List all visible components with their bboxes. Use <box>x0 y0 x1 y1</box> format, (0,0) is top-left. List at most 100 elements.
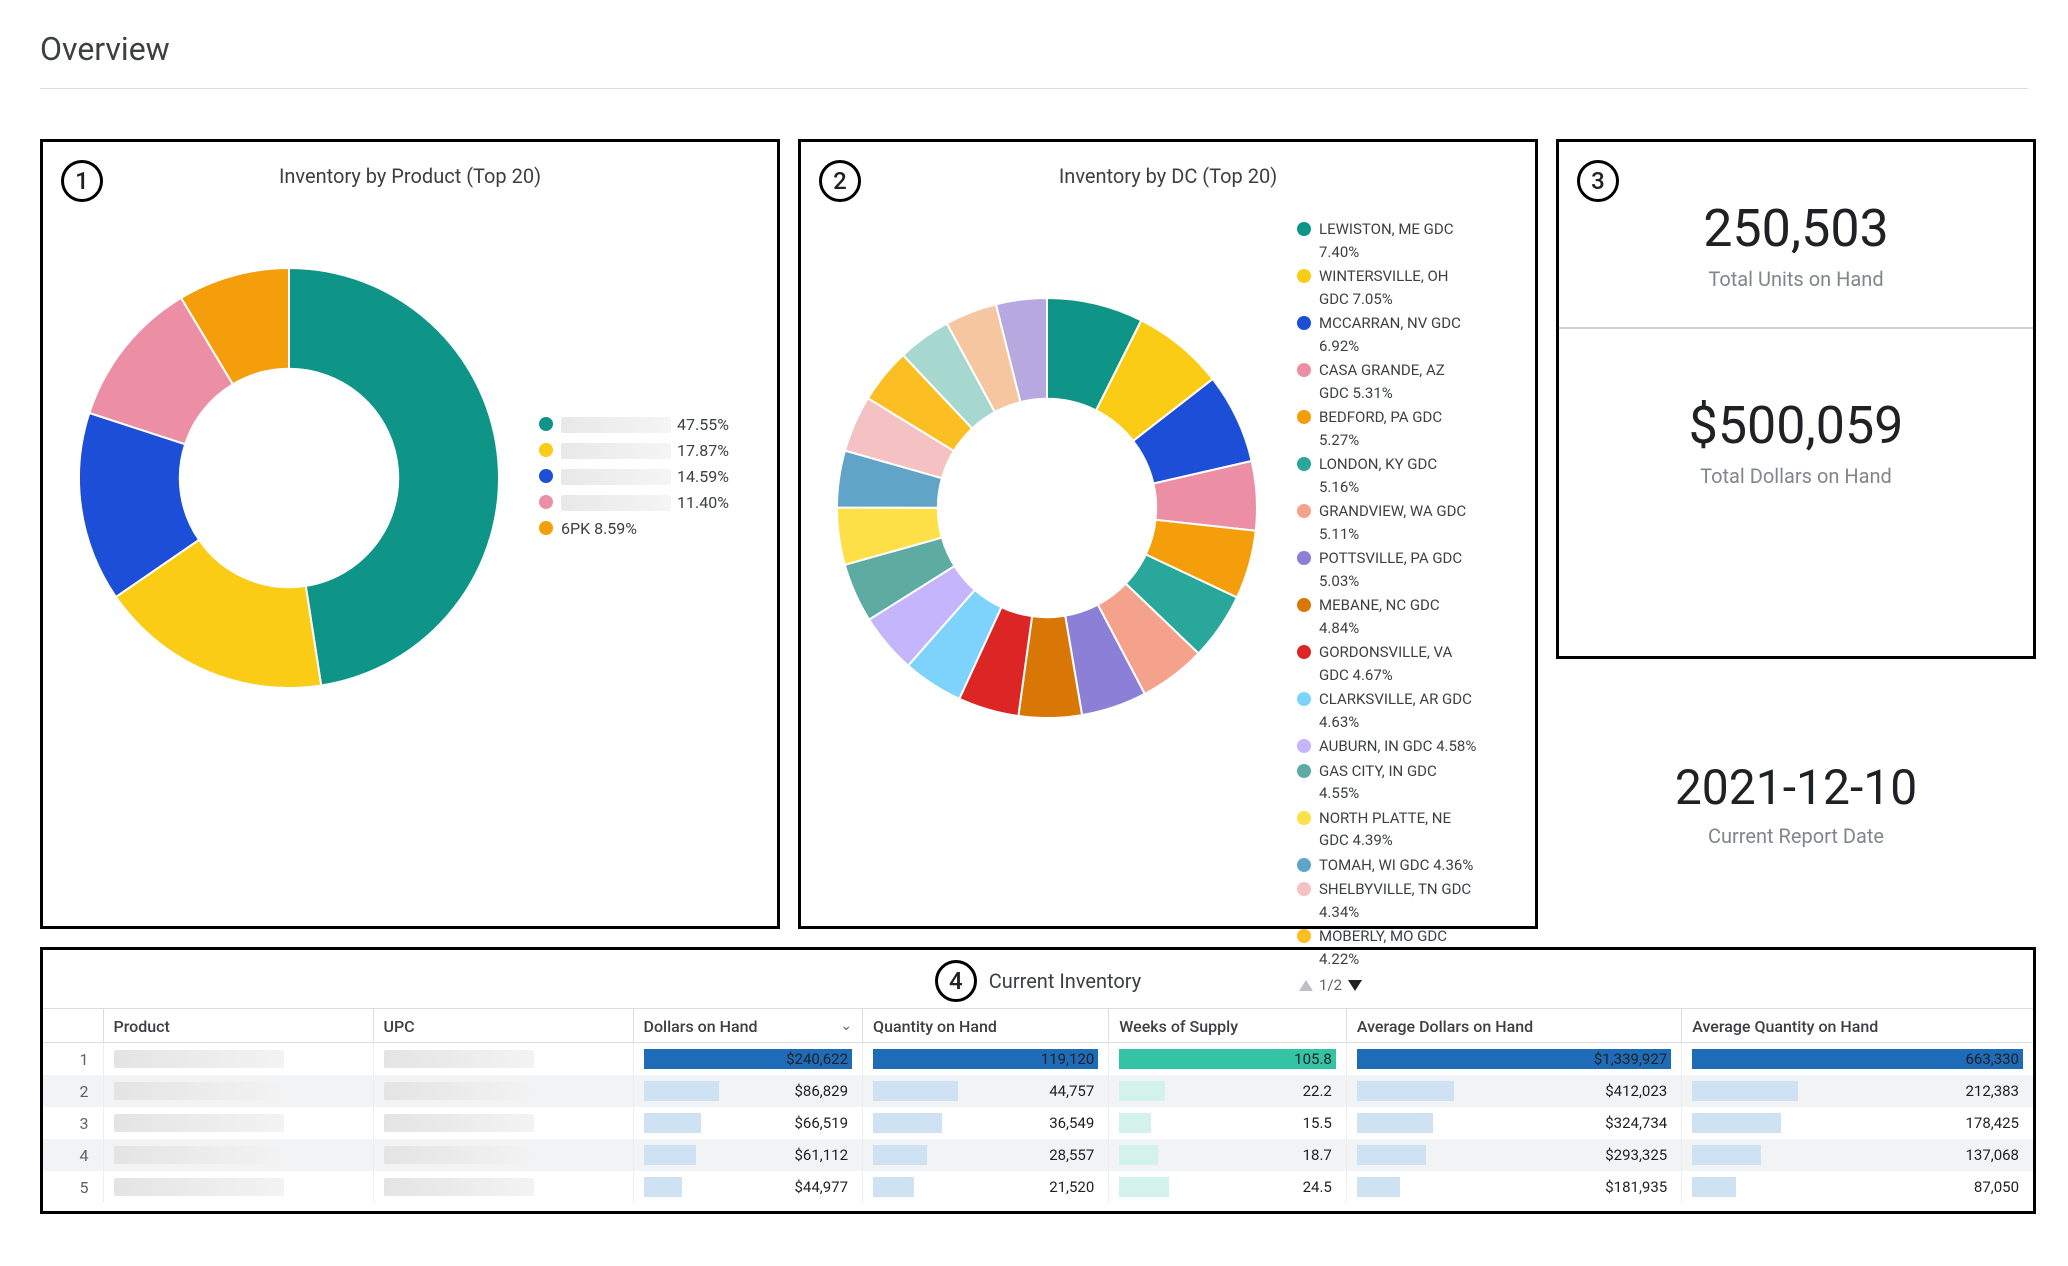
legend-item[interactable]: GORDONSVILLE, VA GDC 4.67% <box>1297 641 1477 686</box>
column-header[interactable]: UPC <box>373 1009 633 1043</box>
table-row[interactable]: 2$86,82944,75722.2$412,023212,383 <box>43 1075 2033 1107</box>
cell-value: 178,425 <box>1692 1114 2023 1132</box>
cell-upc <box>373 1075 633 1107</box>
cell-value: 21,520 <box>873 1178 1098 1196</box>
cell-metric: $61,112 <box>633 1139 863 1171</box>
panel-inventory-by-product: 1 Inventory by Product (Top 20) 47.55%17… <box>40 139 780 929</box>
table-header-row: ProductUPCDollars on Hand⌄Quantity on Ha… <box>43 1009 2033 1043</box>
panel-badge: 3 <box>1577 160 1619 202</box>
table-row[interactable]: 3$66,51936,54915.5$324,734178,425 <box>43 1107 2033 1139</box>
cell-metric: $44,977 <box>633 1171 863 1203</box>
cell-metric: 87,050 <box>1682 1171 2033 1203</box>
legend-item[interactable]: 47.55% <box>539 413 729 437</box>
legend-dot-icon <box>1297 811 1311 825</box>
table-row[interactable]: 5$44,97721,52024.5$181,93587,050 <box>43 1171 2033 1203</box>
legend-item[interactable]: 14.59% <box>539 465 729 489</box>
kpi-value: 2021-12-10 <box>1675 759 1917 816</box>
legend-item[interactable]: 11.40% <box>539 491 729 515</box>
donut-chart-product[interactable] <box>59 248 519 708</box>
legend-label: GRANDVIEW, WA GDC 5.11% <box>1319 500 1477 545</box>
cell-metric: $181,935 <box>1346 1171 1681 1203</box>
donut-chart-dc[interactable] <box>817 278 1277 738</box>
legend-dot-icon <box>1297 410 1311 424</box>
cell-upc <box>373 1043 633 1076</box>
cell-value: 87,050 <box>1692 1178 2023 1196</box>
cell-metric: $66,519 <box>633 1107 863 1139</box>
cell-value: 119,120 <box>873 1050 1098 1068</box>
redacted-label <box>561 443 671 459</box>
cell-metric: $293,325 <box>1346 1139 1681 1171</box>
legend-item[interactable]: NORTH PLATTE, NE GDC 4.39% <box>1297 807 1477 852</box>
cell-value: 105.8 <box>1119 1050 1336 1068</box>
legend-item[interactable]: TOMAH, WI GDC 4.36% <box>1297 854 1477 877</box>
cell-metric: 105.8 <box>1109 1043 1347 1076</box>
legend-item[interactable]: 17.87% <box>539 439 729 463</box>
legend-dot-icon <box>1297 739 1311 753</box>
redacted-label <box>561 469 671 485</box>
legend-item[interactable]: LEWISTON, ME GDC 7.40% <box>1297 218 1477 263</box>
legend-item[interactable]: AUBURN, IN GDC 4.58% <box>1297 735 1477 758</box>
panel-date: 2021-12-10 Current Report Date <box>1556 677 2036 929</box>
cell-metric: $412,023 <box>1346 1075 1681 1107</box>
cell-product <box>103 1139 373 1171</box>
legend-label: CASA GRANDE, AZ GDC 5.31% <box>1319 359 1477 404</box>
legend-label: SHELBYVILLE, TN GDC 4.34% <box>1319 878 1477 923</box>
legend-dot-icon <box>1297 363 1311 377</box>
column-header[interactable] <box>43 1009 103 1043</box>
legend-item[interactable]: WINTERSVILLE, OH GDC 7.05% <box>1297 265 1477 310</box>
cell-value: $61,112 <box>644 1146 853 1164</box>
legend-item[interactable]: GRANDVIEW, WA GDC 5.11% <box>1297 500 1477 545</box>
donut-slice[interactable] <box>289 268 499 686</box>
legend-label: GAS CITY, IN GDC 4.55% <box>1319 760 1477 805</box>
redacted-label <box>114 1050 284 1068</box>
legend-label: 14.59% <box>561 465 729 489</box>
column-header[interactable]: Weeks of Supply <box>1109 1009 1347 1043</box>
legend-dot-icon <box>1297 457 1311 471</box>
legend-item[interactable]: SHELBYVILLE, TN GDC 4.34% <box>1297 878 1477 923</box>
redacted-label <box>561 417 671 433</box>
panel-inventory-by-dc: 2 Inventory by DC (Top 20) LEWISTON, ME … <box>798 139 1538 929</box>
row-index: 1 <box>43 1043 103 1076</box>
panel-kpi: 3 250,503 Total Units on Hand $500,059 T… <box>1556 139 2036 659</box>
cell-product <box>103 1107 373 1139</box>
column-header[interactable]: Dollars on Hand⌄ <box>633 1009 863 1043</box>
table-row[interactable]: 4$61,11228,55718.7$293,325137,068 <box>43 1139 2033 1171</box>
cell-value: $66,519 <box>644 1114 853 1132</box>
legend-label: LONDON, KY GDC 5.16% <box>1319 453 1477 498</box>
column-header[interactable]: Average Quantity on Hand <box>1682 1009 2033 1043</box>
cell-value: 22.2 <box>1119 1082 1336 1100</box>
legend-item[interactable]: CLARKSVILLE, AR GDC 4.63% <box>1297 688 1477 733</box>
legend-item[interactable]: MEBANE, NC GDC 4.84% <box>1297 594 1477 639</box>
cell-metric: $1,339,927 <box>1346 1043 1681 1076</box>
cell-metric: 36,549 <box>863 1107 1109 1139</box>
legend-dot-icon <box>539 443 553 457</box>
legend-item[interactable]: BEDFORD, PA GDC 5.27% <box>1297 406 1477 451</box>
legend-dot-icon <box>1297 269 1311 283</box>
legend-item[interactable]: CASA GRANDE, AZ GDC 5.31% <box>1297 359 1477 404</box>
legend-dot-icon <box>1297 692 1311 706</box>
kpi-label: Total Dollars on Hand <box>1585 464 2007 488</box>
table-row[interactable]: 1$240,622119,120105.8$1,339,927663,330 <box>43 1043 2033 1076</box>
legend-dot-icon <box>1297 316 1311 330</box>
legend-item[interactable]: GAS CITY, IN GDC 4.55% <box>1297 760 1477 805</box>
cell-metric: 212,383 <box>1682 1075 2033 1107</box>
cell-metric: 18.7 <box>1109 1139 1347 1171</box>
redacted-label <box>384 1050 534 1068</box>
column-header[interactable]: Product <box>103 1009 373 1043</box>
legend-item[interactable]: LONDON, KY GDC 5.16% <box>1297 453 1477 498</box>
cell-value: 24.5 <box>1119 1178 1336 1196</box>
cell-value: $240,622 <box>644 1050 853 1068</box>
legend-item[interactable]: MCCARRAN, NV GDC 6.92% <box>1297 312 1477 357</box>
panel-badge: 2 <box>819 160 861 202</box>
redacted-label <box>384 1082 534 1100</box>
column-header[interactable]: Quantity on Hand <box>863 1009 1109 1043</box>
cell-value: 44,757 <box>873 1082 1098 1100</box>
legend-item[interactable]: 6PK 8.59% <box>539 517 729 541</box>
chart-title: Inventory by DC (Top 20) <box>817 164 1519 188</box>
legend-label: WINTERSVILLE, OH GDC 7.05% <box>1319 265 1477 310</box>
column-header[interactable]: Average Dollars on Hand <box>1346 1009 1681 1043</box>
redacted-label <box>114 1146 284 1164</box>
legend-item[interactable]: POTTSVILLE, PA GDC 5.03% <box>1297 547 1477 592</box>
redacted-label <box>384 1114 534 1132</box>
legend-dot-icon <box>539 495 553 509</box>
